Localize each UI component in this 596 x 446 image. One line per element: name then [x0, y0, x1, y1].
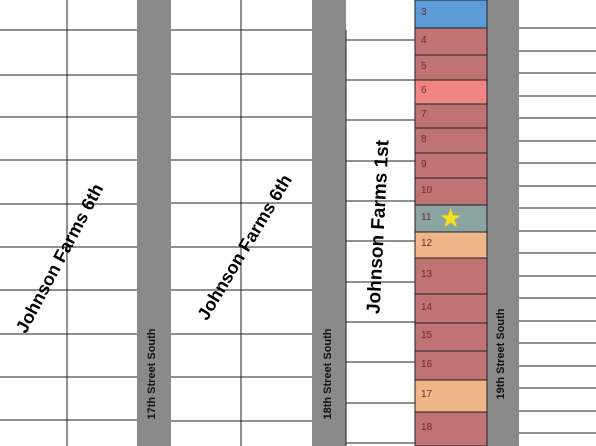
lot-number-label: 18: [421, 422, 433, 433]
lot-14: [414, 293, 488, 324]
street-label-17th: 17th Street South: [146, 328, 158, 420]
lot-number-label: 17: [421, 389, 433, 400]
lot-18: [414, 411, 488, 446]
lot-number-label: 6: [421, 85, 427, 96]
lot-number-label: 4: [421, 34, 427, 46]
street-19th: [487, 0, 519, 446]
lot-number-label: 8: [421, 133, 427, 145]
lot-11: [414, 204, 488, 233]
lot-number-label: 12: [421, 238, 433, 249]
lot-number-label: 14: [421, 301, 433, 313]
lot-number-label: 11: [421, 211, 432, 223]
lot-number-label: 10: [421, 184, 433, 196]
street-17th: [137, 0, 171, 446]
lot-number-label: 13: [421, 269, 433, 280]
lot-number-label: 9: [421, 158, 427, 170]
star-icon: ★: [439, 202, 463, 233]
street-label-19th: 19th Street South: [495, 308, 507, 400]
lot-number-label: 5: [421, 60, 427, 72]
lot-13: [414, 257, 488, 295]
lot-number-label: 15: [421, 330, 433, 341]
lot-number-label: 16: [421, 358, 433, 370]
lot-number-label: 3: [421, 7, 427, 18]
lot-5: [414, 54, 488, 81]
lot-10: [414, 177, 488, 206]
lot-number-label: 7: [421, 109, 427, 120]
street-18th: [312, 0, 346, 446]
lot-9: [414, 152, 488, 179]
lot-12: [414, 231, 488, 259]
lot-15: [414, 322, 488, 352]
lot-8: [414, 127, 488, 154]
street-label-18th: 18th Street South: [322, 328, 334, 420]
lot-17: [414, 379, 488, 413]
lot-4: [414, 27, 488, 56]
